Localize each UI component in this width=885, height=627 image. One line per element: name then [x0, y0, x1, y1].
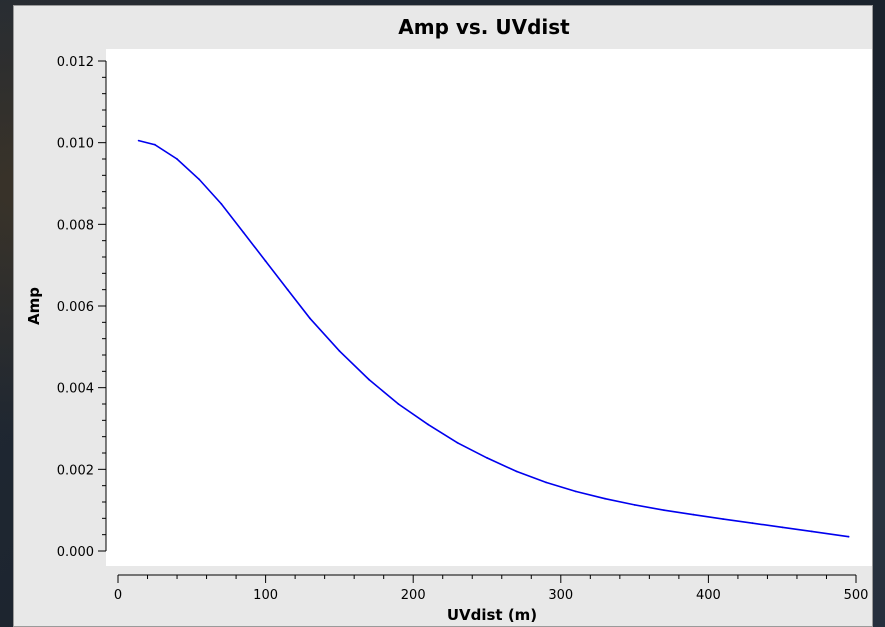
- series-layer: [137, 139, 850, 538]
- amp-data-point: [692, 513, 695, 516]
- amp-data-point: [781, 526, 784, 529]
- y-tick-label: 0.010: [57, 137, 94, 152]
- amp-data-point: [137, 139, 140, 142]
- amp-data-point: [198, 178, 201, 181]
- plot-area: [106, 49, 872, 566]
- chart-title: Amp vs. UVdist: [398, 15, 570, 39]
- x-tick-label: 0: [114, 588, 122, 603]
- plot-window[interactable]: Amp vs. UVdist UVdist (m) Amp 0 100 200 300…: [13, 5, 873, 627]
- amp-data-point: [847, 535, 850, 538]
- amp-data-point: [264, 260, 267, 262]
- x-tick-label: 300: [548, 588, 573, 603]
- y-tick-label: 0.008: [57, 218, 94, 233]
- x-tick-label: 100: [253, 588, 278, 603]
- amp-data-point: [722, 518, 725, 520]
- y-tick-label: 0.006: [57, 300, 94, 315]
- y-tick-label: 0.002: [57, 463, 94, 478]
- amp-vs-uvdist-chart: Amp vs. UVdist UVdist (m) Amp 0 100 200 300…: [25, 15, 872, 624]
- x-axis: 0 100 200 300 400 500: [114, 574, 869, 603]
- amp-data-point: [456, 441, 459, 444]
- amp-data-point: [286, 288, 289, 291]
- amp-data-point: [220, 203, 223, 205]
- amp-data-point: [338, 350, 341, 352]
- amp-data-point: [242, 231, 245, 234]
- amp-data-point: [604, 497, 606, 500]
- amp-data-point: [154, 143, 156, 146]
- amp-data-point: [368, 378, 370, 381]
- amp-data-point: [427, 423, 429, 426]
- x-tick-label: 200: [401, 588, 426, 603]
- amp-data-point: [574, 490, 577, 493]
- amp-data-point: [545, 481, 547, 484]
- y-axis-label: Amp: [25, 287, 43, 325]
- x-tick-label: 500: [844, 588, 869, 603]
- amp-data-point: [486, 457, 488, 459]
- y-tick-label: 0.000: [57, 545, 94, 560]
- x-axis-label: UVdist (m): [447, 606, 537, 624]
- amp-data-point: [751, 522, 754, 525]
- x-tick-label: 400: [696, 588, 721, 603]
- amp-data-point: [663, 509, 665, 512]
- y-tick-label: 0.012: [57, 55, 94, 70]
- y-axis: 0.000 0.002 0.004 0.006 0.008 0.010 0.012: [57, 55, 107, 560]
- amp-data-point: [633, 504, 636, 506]
- amp-data-point: [309, 317, 311, 320]
- amp-data-point: [176, 158, 178, 160]
- amp-data-point: [397, 403, 400, 405]
- amp-data-point: [515, 470, 518, 473]
- amp-data-point: [810, 530, 813, 533]
- y-tick-label: 0.004: [57, 382, 94, 397]
